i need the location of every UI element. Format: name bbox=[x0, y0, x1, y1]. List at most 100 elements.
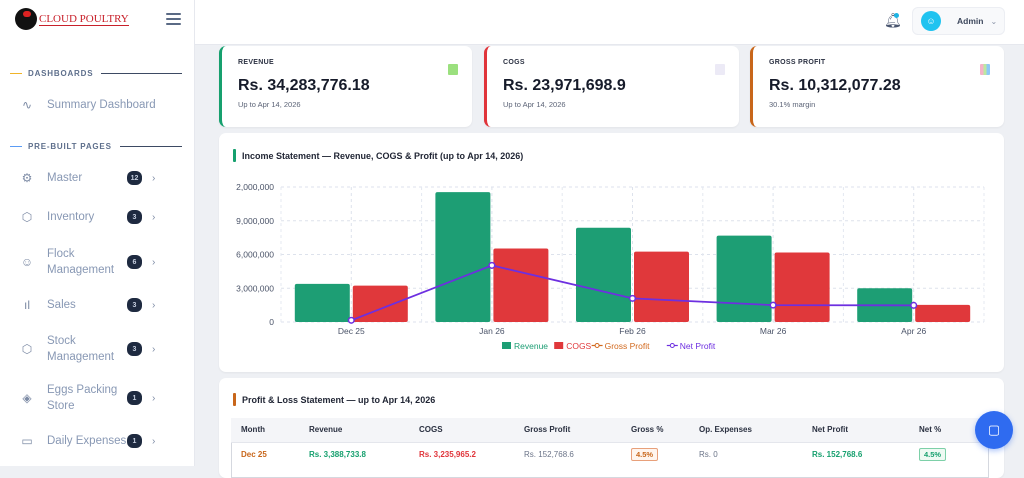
pl-card: Profit & Loss Statement — up to Apr 14, … bbox=[219, 378, 1004, 478]
pl-title: Profit & Loss Statement — up to Apr 14, … bbox=[233, 393, 435, 406]
legend-label: COGS bbox=[566, 341, 591, 351]
activity-icon: ∿ bbox=[21, 98, 33, 112]
chat-button[interactable]: ▢ bbox=[975, 411, 1013, 449]
sidebar-item-master[interactable]: ⚙ Master 12 › bbox=[20, 170, 180, 186]
count-badge: 3 bbox=[127, 298, 142, 312]
sidebar-item-label: Daily Expenses bbox=[47, 435, 127, 447]
cell-revenue: Rs. 3,388,733.8 bbox=[309, 449, 366, 459]
sidebar-item-label: Sales bbox=[47, 299, 76, 311]
count-badge: 12 bbox=[127, 171, 142, 185]
net-pct-badge: 4.5% bbox=[919, 447, 947, 461]
y-tick-label: 3,000,000 bbox=[236, 283, 274, 293]
cell-net-profit: Rs. 152,768.6 bbox=[812, 449, 863, 459]
y-tick-label: 2,000,000 bbox=[236, 182, 274, 192]
top-bar bbox=[195, 0, 1024, 45]
bar-revenue bbox=[576, 227, 631, 322]
kpi-cogs: COGS Rs. 23,971,698.9 Up to Apr 14, 2026 bbox=[484, 46, 739, 127]
table-header-row: Month Revenue COGS Gross Profit Gross % … bbox=[231, 418, 989, 443]
x-tick-label: Feb 26 bbox=[619, 326, 646, 336]
bar-cogs bbox=[634, 251, 689, 322]
menu-toggle-button[interactable] bbox=[166, 13, 181, 25]
box-icon: ⬡ bbox=[21, 210, 33, 224]
legend-label: Revenue bbox=[514, 341, 548, 351]
sidebar-item-summary-dashboard[interactable]: ∿ Summary Dashboard bbox=[21, 98, 156, 112]
col-net-profit[interactable]: Net Profit bbox=[802, 418, 909, 443]
user-name: Admin bbox=[957, 16, 984, 26]
legend-swatch bbox=[554, 342, 564, 349]
chevron-right-icon: › bbox=[152, 435, 156, 447]
sidebar-item-flock-management[interactable]: ☺ Flock Management 6 › bbox=[20, 246, 180, 278]
bar-cogs bbox=[493, 248, 549, 322]
count-badge: 6 bbox=[127, 255, 142, 269]
cell-gross-pct: 4.5% bbox=[621, 442, 689, 466]
user-menu[interactable]: ☺ Admin ⌄ bbox=[912, 7, 1005, 35]
legend-label: Net Profit bbox=[680, 341, 716, 351]
sidebar-item-label: Eggs Packing Store bbox=[47, 384, 118, 412]
kpi-revenue: REVENUE Rs. 34,283,776.18 Up to Apr 14, 20… bbox=[219, 46, 472, 127]
chevron-right-icon: › bbox=[152, 299, 156, 311]
sidebar-item-inventory[interactable]: ⬡ Inventory 3 › bbox=[20, 209, 180, 225]
chevron-down-icon: ⌄ bbox=[990, 16, 998, 26]
col-gross-profit[interactable]: Gross Profit bbox=[514, 418, 621, 443]
bell-icon[interactable]: 🔔︎ bbox=[884, 12, 902, 28]
x-tick-label: Jan 26 bbox=[479, 326, 505, 336]
col-op-expenses[interactable]: Op. Expenses bbox=[689, 418, 802, 443]
cell-cogs: Rs. 3,235,965.2 bbox=[419, 449, 476, 459]
box-icon: ⬡ bbox=[21, 342, 33, 356]
income-chart: 0 3,000,000 6,000,000 9,000,000 2,000,000 Dec… bbox=[236, 182, 985, 351]
avatar: ☺ bbox=[921, 11, 941, 31]
legend-marker bbox=[594, 343, 600, 348]
chart-title: Income Statement — Revenue, COGS & Profi… bbox=[233, 149, 523, 162]
sidebar-item-sales[interactable]: ıl Sales 3 › bbox=[20, 297, 180, 313]
layers-icon: ◈ bbox=[22, 391, 32, 405]
sidebar-item-label: Stock Management bbox=[47, 335, 115, 363]
point-net-profit bbox=[910, 301, 918, 309]
cell-op-expenses: Rs. 0 bbox=[699, 449, 718, 459]
col-month[interactable]: Month bbox=[231, 418, 299, 443]
kpi-gross-profit: GROSS PROFIT Rs. 10,312,077.28 30.1% margi… bbox=[750, 46, 1004, 127]
point-net-profit bbox=[488, 261, 496, 269]
legend-marker bbox=[669, 343, 675, 348]
users-icon: ☺ bbox=[20, 255, 34, 269]
point-net-profit bbox=[769, 301, 777, 309]
sidebar-item-stock-management[interactable]: ⬡ Stock Management 3 › bbox=[20, 333, 180, 365]
rooster-logo-icon bbox=[15, 8, 37, 30]
money-icon bbox=[448, 64, 458, 75]
bar-cogs bbox=[352, 285, 408, 322]
chevron-right-icon: › bbox=[152, 172, 156, 184]
sidebar-item-daily-expenses[interactable]: ▭ Daily Expenses 1 › bbox=[20, 433, 180, 449]
bar-revenue bbox=[435, 192, 491, 322]
cell-net-pct: 4.5% bbox=[909, 442, 989, 466]
point-net-profit bbox=[347, 316, 355, 324]
col-revenue[interactable]: Revenue bbox=[299, 418, 409, 443]
bar-cogs bbox=[915, 304, 971, 322]
sidebar-item-label: Flock Management bbox=[47, 248, 115, 276]
table-row: Dec 25 Rs. 3,388,733.8 Rs. 3,235,965.2 R… bbox=[231, 442, 989, 466]
receipt-icon bbox=[715, 64, 725, 75]
count-badge: 3 bbox=[127, 342, 142, 356]
section-pre-built-pages: PRE-BUILT PAGES bbox=[10, 142, 182, 151]
point-net-profit bbox=[628, 294, 637, 302]
gross-pct-badge: 4.5% bbox=[631, 447, 659, 461]
y-tick-label: 6,000,000 bbox=[236, 250, 274, 260]
x-tick-label: Mar 26 bbox=[760, 326, 787, 336]
col-gross-pct[interactable]: Gross % bbox=[621, 418, 689, 443]
sidebar-item-label: Inventory bbox=[47, 211, 95, 223]
sidebar-item-eggs-packing-store[interactable]: ◈ Eggs Packing Store 1 › bbox=[20, 382, 180, 414]
bar-revenue bbox=[716, 235, 772, 322]
chart-icon bbox=[980, 64, 990, 75]
cell-month: Dec 25 bbox=[241, 449, 267, 459]
chevron-right-icon: › bbox=[152, 392, 156, 404]
income-statement-card: Income Statement — Revenue, COGS & Profi… bbox=[219, 133, 1004, 372]
chevron-right-icon: › bbox=[152, 343, 156, 355]
sidebar: CLOUD POULTRY DASHBOARDS ∿ Summary Dashbo… bbox=[0, 0, 195, 466]
count-badge: 1 bbox=[127, 434, 142, 448]
wallet-icon: ▭ bbox=[21, 434, 33, 448]
gear-icon: ⚙ bbox=[21, 171, 33, 185]
bar-chart-icon: ıl bbox=[24, 298, 30, 312]
chevron-right-icon: › bbox=[152, 256, 156, 268]
col-cogs[interactable]: COGS bbox=[409, 418, 514, 443]
legend-label: Gross Profit bbox=[605, 341, 651, 351]
section-dashboards: DASHBOARDS bbox=[10, 69, 182, 78]
logo[interactable]: CLOUD POULTRY bbox=[15, 8, 129, 30]
